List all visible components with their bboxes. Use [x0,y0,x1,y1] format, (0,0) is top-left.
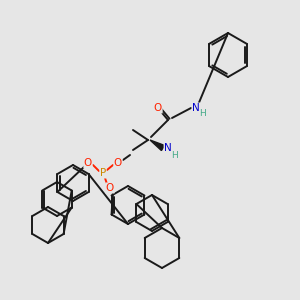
Text: O: O [154,103,162,113]
Text: N: N [164,143,172,153]
Text: P: P [100,168,106,178]
Text: O: O [84,158,92,168]
Text: O: O [106,183,114,193]
Text: H: H [200,109,206,118]
Text: N: N [192,103,200,113]
Text: O: O [114,158,122,168]
Polygon shape [150,140,165,151]
Text: H: H [172,151,178,160]
